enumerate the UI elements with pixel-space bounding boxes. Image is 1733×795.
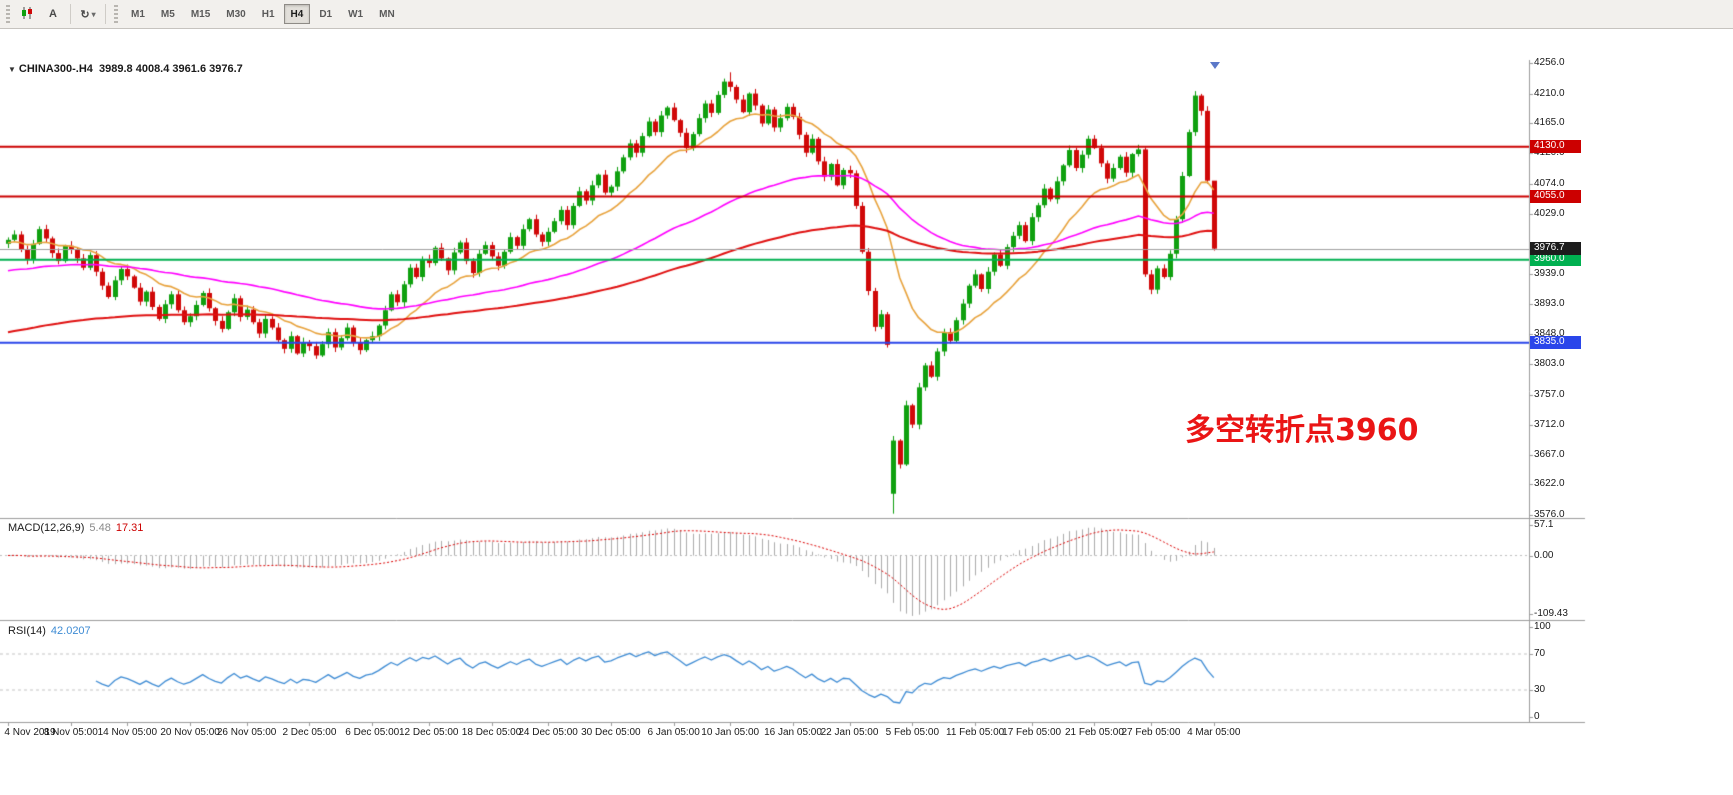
timeframe-button-D1[interactable]: D1	[312, 4, 339, 24]
timeframe-toolbar: M1 M5 M15 M30 H1 H4 D1 W1 MN	[123, 4, 403, 24]
profiles-cycle-button[interactable]: ↻ ▾	[76, 3, 100, 25]
timeframe-button-H1[interactable]: H1	[255, 4, 282, 24]
text-tool-label: A	[49, 8, 57, 20]
candlestick-icon	[20, 6, 34, 23]
timeframe-button-W1[interactable]: W1	[341, 4, 370, 24]
timeframe-button-H4[interactable]: H4	[283, 4, 311, 24]
text-tool-button[interactable]: A	[41, 3, 65, 25]
toolbar-grip[interactable]	[6, 5, 10, 23]
timeframe-button-M1[interactable]: M1	[124, 4, 152, 24]
toolbar-separator	[70, 4, 71, 24]
chart-canvas[interactable]	[0, 29, 1733, 795]
dropdown-arrow-icon: ▾	[91, 9, 96, 19]
chart-mode-button[interactable]	[15, 3, 39, 25]
cycle-icon: ↻	[80, 8, 90, 21]
timeframe-button-M5[interactable]: M5	[154, 4, 182, 24]
toolbar-separator	[105, 4, 106, 24]
time-axis[interactable]	[0, 694, 1585, 716]
timeframe-button-M30[interactable]: M30	[219, 4, 252, 24]
timeframe-button-MN[interactable]: MN	[372, 4, 402, 24]
chart-window: ▼ CHINA300-.H4 3989.8 4008.4 3961.6 3976.…	[0, 29, 1733, 795]
timeframe-button-M15[interactable]: M15	[184, 4, 217, 24]
price-axis[interactable]	[1530, 31, 1590, 693]
timeframe-toolbar-grip[interactable]	[114, 5, 118, 23]
toolbar: A ↻ ▾ M1 M5 M15 M30 H1 H4 D1 W1 MN	[0, 0, 1733, 29]
